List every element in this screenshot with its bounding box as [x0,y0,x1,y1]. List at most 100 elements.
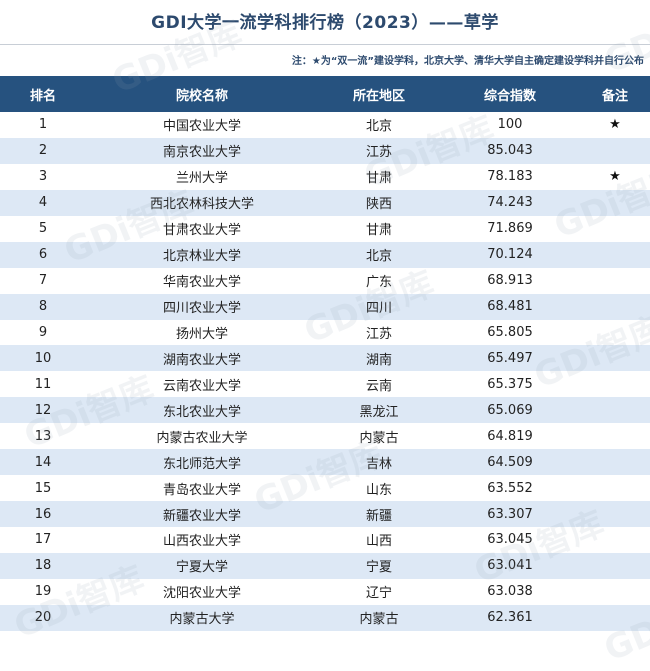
rank-cell: 7 [0,267,86,294]
region-cell: 四川 [318,293,440,320]
score-cell: 63.038 [440,578,580,605]
remark-cell [580,604,650,631]
region-cell: 江苏 [318,319,440,346]
remark-cell: ★ [580,163,650,190]
region-cell: 内蒙古 [318,423,440,450]
score-cell: 78.183 [440,163,580,190]
table-row: 15 青岛农业大学 山东 63.552 [0,475,650,502]
table-row: 18 宁夏大学 宁夏 63.041 [0,552,650,579]
school-name-cell: 东北师范大学 [86,449,318,476]
table-row: 1 中国农业大学 北京 100 ★ [0,112,650,138]
score-cell: 65.805 [440,319,580,346]
region-cell: 山西 [318,527,440,553]
region-cell: 甘肃 [318,215,440,242]
remark-cell [580,137,650,164]
table-row: 5 甘肃农业大学 甘肃 71.869 [0,215,650,242]
remark-cell [580,501,650,527]
score-cell: 68.913 [440,267,580,294]
remark-cell [580,552,650,579]
school-name-cell: 东北农业大学 [86,397,318,424]
table-row: 17 山西农业大学 山西 63.045 [0,527,650,553]
school-name-cell: 华南农业大学 [86,267,318,294]
rank-cell: 12 [0,397,86,424]
school-name-cell: 青岛农业大学 [86,475,318,502]
rank-cell: 5 [0,215,86,242]
table-row: 19 沈阳农业大学 辽宁 63.038 [0,578,650,605]
remark-cell [580,319,650,346]
region-cell: 江苏 [318,137,440,164]
school-name-cell: 云南农业大学 [86,371,318,398]
region-cell: 北京 [318,241,440,268]
score-cell: 68.481 [440,293,580,320]
rank-cell: 2 [0,137,86,164]
table-row: 7 华南农业大学 广东 68.913 [0,267,650,294]
remark-cell [580,371,650,398]
rank-cell: 6 [0,241,86,268]
table-row: 13 内蒙古农业大学 内蒙古 64.819 [0,423,650,450]
table-row: 6 北京林业大学 北京 70.124 [0,241,650,268]
table-row: 10 湖南农业大学 湖南 65.497 [0,345,650,372]
header-rank[interactable]: 排名 [0,76,86,112]
remark-cell [580,267,650,294]
table-row: 16 新疆农业大学 新疆 63.307 [0,501,650,527]
school-name-cell: 中国农业大学 [86,112,318,138]
table-row: 14 东北师范大学 吉林 64.509 [0,449,650,476]
rank-cell: 19 [0,578,86,605]
region-cell: 广东 [318,267,440,294]
remark-cell: ★ [580,112,650,138]
remark-cell [580,189,650,216]
school-name-cell: 西北农林科技大学 [86,189,318,216]
region-cell: 山东 [318,475,440,502]
title-divider [0,44,650,45]
table-row: 20 内蒙古大学 内蒙古 62.361 [0,604,650,631]
score-cell: 85.043 [440,137,580,164]
score-cell: 70.124 [440,241,580,268]
rank-cell: 16 [0,501,86,527]
school-name-cell: 兰州大学 [86,163,318,190]
region-cell: 云南 [318,371,440,398]
region-cell: 北京 [318,112,440,138]
rank-cell: 3 [0,163,86,190]
header-remark[interactable]: 备注 [580,76,650,112]
rank-cell: 1 [0,112,86,138]
score-cell: 64.509 [440,449,580,476]
region-cell: 宁夏 [318,552,440,579]
remark-cell [580,293,650,320]
footnote: 注：★为“双一流”建设学科，北京大学、清华大学自主确定建设学科并自行公布 [291,56,644,67]
table-body: 1 中国农业大学 北京 100 ★ 2 南京农业大学 江苏 85.043 3 兰州大学 甘肃 78.18… [0,112,650,631]
region-cell: 新疆 [318,501,440,527]
table-row: 2 南京农业大学 江苏 85.043 [0,137,650,164]
score-cell: 63.307 [440,501,580,527]
region-cell: 内蒙古 [318,604,440,631]
school-name-cell: 宁夏大学 [86,552,318,579]
rank-cell: 14 [0,449,86,476]
remark-cell [580,215,650,242]
school-name-cell: 沈阳农业大学 [86,578,318,605]
remark-cell [580,423,650,450]
region-cell: 黑龙江 [318,397,440,424]
table-row: 9 扬州大学 江苏 65.805 [0,319,650,346]
header-region[interactable]: 所在地区 [318,76,440,112]
region-cell: 辽宁 [318,578,440,605]
table-row: 11 云南农业大学 云南 65.375 [0,371,650,398]
score-cell: 65.497 [440,345,580,372]
school-name-cell: 四川农业大学 [86,293,318,320]
header-score[interactable]: 综合指数 [440,76,580,112]
score-cell: 74.243 [440,189,580,216]
rank-cell: 18 [0,552,86,579]
score-cell: 65.375 [440,371,580,398]
score-cell: 63.045 [440,527,580,553]
table-header-row: 排名 院校名称 所在地区 综合指数 备注 [0,76,650,112]
rank-cell: 10 [0,345,86,372]
region-cell: 甘肃 [318,163,440,190]
ranking-table: 排名 院校名称 所在地区 综合指数 备注 1 中国农业大学 北京 100 ★ 2 南京农业大… [0,76,650,631]
rank-cell: 15 [0,475,86,502]
school-name-cell: 内蒙古农业大学 [86,423,318,450]
header-school-name[interactable]: 院校名称 [86,76,318,112]
remark-cell [580,527,650,553]
score-cell: 100 [440,112,580,138]
score-cell: 65.069 [440,397,580,424]
remark-cell [580,449,650,476]
school-name-cell: 南京农业大学 [86,137,318,164]
page-title: GDI大学一流学科排行榜（2023）——草学 [151,13,499,33]
